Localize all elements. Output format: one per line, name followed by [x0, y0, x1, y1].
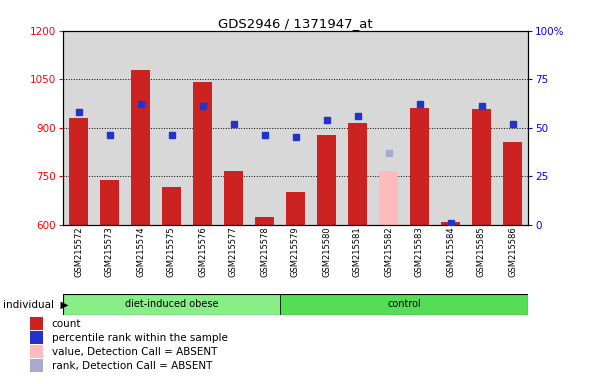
Bar — [379, 171, 398, 225]
Text: GSM215581: GSM215581 — [353, 226, 362, 276]
Bar — [29, 359, 43, 372]
Bar — [131, 70, 150, 225]
Text: GSM215586: GSM215586 — [508, 226, 517, 277]
Bar — [193, 83, 212, 225]
Text: rank, Detection Call = ABSENT: rank, Detection Call = ABSENT — [52, 361, 212, 371]
Text: count: count — [52, 319, 81, 329]
Text: value, Detection Call = ABSENT: value, Detection Call = ABSENT — [52, 347, 217, 357]
Text: GSM215577: GSM215577 — [229, 226, 238, 277]
Bar — [280, 294, 528, 315]
Text: percentile rank within the sample: percentile rank within the sample — [52, 333, 227, 343]
Bar — [317, 135, 336, 225]
Bar — [162, 187, 181, 225]
Bar — [69, 118, 88, 225]
Bar — [348, 123, 367, 225]
Text: GSM215584: GSM215584 — [446, 226, 455, 276]
Text: control: control — [387, 299, 421, 310]
Text: GSM215576: GSM215576 — [198, 226, 207, 277]
Text: GSM215580: GSM215580 — [322, 226, 331, 276]
Text: GSM215573: GSM215573 — [105, 226, 114, 277]
Bar — [410, 108, 429, 225]
Text: GSM215585: GSM215585 — [477, 226, 486, 276]
Bar — [29, 331, 43, 344]
Text: GSM215574: GSM215574 — [136, 226, 145, 276]
Bar — [286, 192, 305, 225]
Text: diet-induced obese: diet-induced obese — [125, 299, 218, 310]
Bar — [503, 142, 522, 225]
Text: individual  ▶: individual ▶ — [3, 299, 68, 310]
Bar — [472, 109, 491, 225]
Bar — [29, 345, 43, 358]
Text: GSM215579: GSM215579 — [291, 226, 300, 276]
Text: GSM215583: GSM215583 — [415, 226, 424, 277]
Text: GSM215582: GSM215582 — [384, 226, 393, 276]
Bar — [63, 294, 280, 315]
Bar — [29, 317, 43, 331]
Text: GSM215575: GSM215575 — [167, 226, 176, 276]
Bar — [255, 217, 274, 225]
Bar — [224, 171, 243, 225]
Bar — [441, 222, 460, 225]
Text: GSM215578: GSM215578 — [260, 226, 269, 277]
Text: GSM215572: GSM215572 — [74, 226, 83, 276]
Title: GDS2946 / 1371947_at: GDS2946 / 1371947_at — [218, 17, 373, 30]
Bar — [100, 180, 119, 225]
